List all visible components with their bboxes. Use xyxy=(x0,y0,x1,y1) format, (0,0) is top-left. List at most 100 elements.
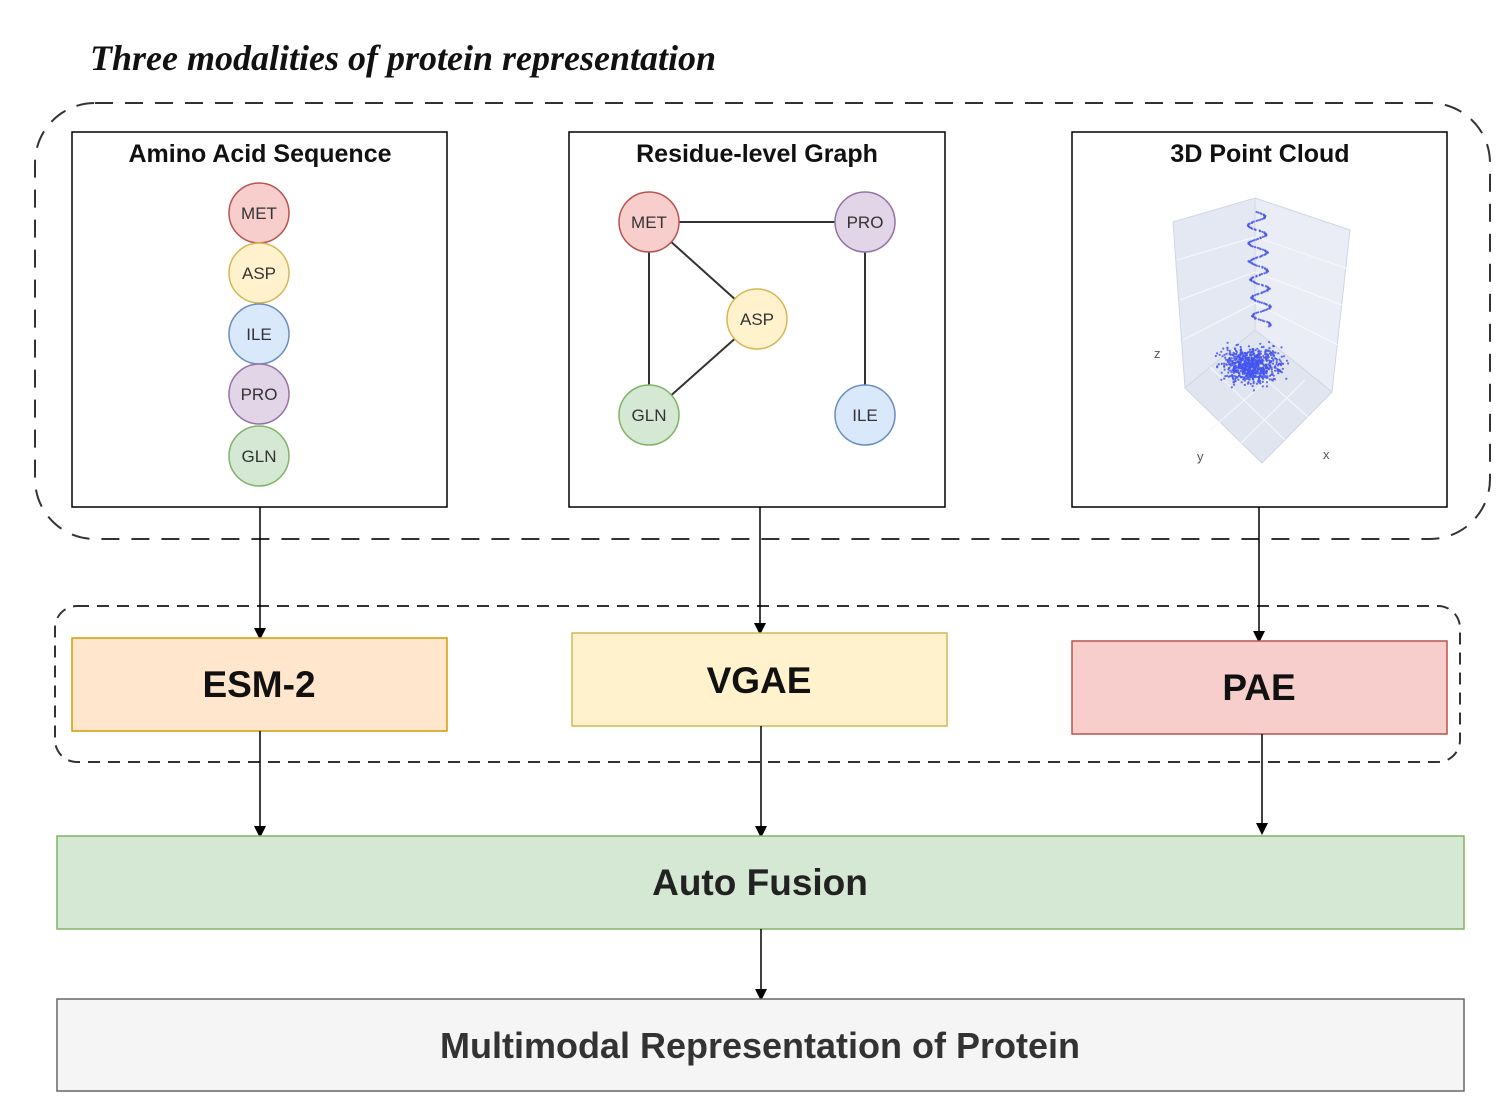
point xyxy=(1237,360,1240,363)
point xyxy=(1243,362,1247,365)
point xyxy=(1260,272,1264,276)
point xyxy=(1252,350,1255,353)
point xyxy=(1244,359,1247,362)
point xyxy=(1264,350,1267,354)
point xyxy=(1256,300,1259,303)
sequence-panel-title: Amino Acid Sequence xyxy=(128,140,391,168)
pae-label: PAE xyxy=(1222,667,1295,708)
point xyxy=(1277,368,1280,371)
seq-node-pro-label: PRO xyxy=(241,385,278,404)
point xyxy=(1249,382,1252,385)
point xyxy=(1248,362,1251,365)
point xyxy=(1224,375,1227,378)
graph-node-ile xyxy=(834,384,896,446)
point xyxy=(1259,255,1262,258)
point xyxy=(1270,368,1273,371)
point xyxy=(1226,360,1230,364)
point xyxy=(1274,366,1277,369)
point xyxy=(1258,265,1261,268)
point xyxy=(1261,361,1264,365)
point xyxy=(1278,358,1281,361)
point xyxy=(1250,279,1253,283)
point xyxy=(1239,370,1242,373)
point xyxy=(1239,345,1242,349)
point xyxy=(1254,372,1257,375)
plot-gridlines xyxy=(1176,236,1347,449)
point xyxy=(1263,369,1266,372)
encoders-group xyxy=(54,605,1461,763)
point xyxy=(1223,362,1226,365)
point xyxy=(1274,357,1277,360)
point xyxy=(1260,356,1263,359)
point xyxy=(1259,310,1262,313)
point xyxy=(1265,366,1268,370)
point xyxy=(1247,358,1250,361)
point xyxy=(1266,353,1269,356)
point xyxy=(1230,374,1234,377)
point xyxy=(1243,383,1246,386)
point xyxy=(1261,284,1264,287)
point xyxy=(1251,385,1254,388)
point xyxy=(1260,301,1263,304)
point xyxy=(1256,354,1259,357)
point xyxy=(1229,363,1232,366)
seq-node-asp xyxy=(228,242,290,304)
graph-node-pro-label: PRO xyxy=(847,213,884,232)
point xyxy=(1259,352,1262,355)
point xyxy=(1255,359,1258,362)
point xyxy=(1261,230,1264,233)
point xyxy=(1234,370,1238,373)
pointcloud-panel: 3D Point Cloud z y x xyxy=(1071,131,1448,508)
point xyxy=(1270,378,1273,381)
point xyxy=(1265,381,1268,384)
point xyxy=(1267,359,1270,362)
point xyxy=(1260,212,1263,215)
point xyxy=(1251,295,1254,299)
output-box xyxy=(56,998,1465,1092)
point xyxy=(1261,385,1264,388)
point xyxy=(1226,374,1229,377)
vgae-box xyxy=(571,632,948,727)
point xyxy=(1238,354,1242,357)
point xyxy=(1228,352,1231,356)
point xyxy=(1261,248,1265,251)
point xyxy=(1223,377,1226,380)
point xyxy=(1237,355,1240,358)
point xyxy=(1253,375,1256,378)
modalities-group xyxy=(34,102,1491,540)
point xyxy=(1246,382,1250,385)
point xyxy=(1259,248,1262,251)
point xyxy=(1254,228,1257,231)
point xyxy=(1259,374,1262,377)
point xyxy=(1270,361,1273,364)
point xyxy=(1263,272,1266,275)
point xyxy=(1251,353,1254,356)
point xyxy=(1264,364,1267,367)
point xyxy=(1251,315,1255,318)
point xyxy=(1257,219,1260,222)
point xyxy=(1263,235,1266,238)
point xyxy=(1225,358,1228,361)
diagram-title: Three modalities of protein representati… xyxy=(90,38,716,78)
point xyxy=(1258,274,1261,277)
point xyxy=(1277,364,1280,367)
point xyxy=(1245,377,1248,380)
point xyxy=(1261,217,1264,221)
seq-node-met-label: MET xyxy=(241,204,277,223)
point xyxy=(1255,219,1258,222)
point xyxy=(1265,271,1268,274)
point xyxy=(1265,308,1268,311)
point xyxy=(1249,352,1252,355)
point xyxy=(1275,363,1278,366)
point xyxy=(1279,360,1282,363)
point xyxy=(1234,359,1237,362)
point xyxy=(1266,375,1269,378)
point xyxy=(1262,363,1265,366)
graph-node-met xyxy=(618,191,680,253)
point xyxy=(1260,372,1263,375)
point xyxy=(1259,350,1262,353)
point xyxy=(1260,346,1263,349)
point xyxy=(1261,367,1264,370)
point xyxy=(1235,366,1238,369)
point xyxy=(1235,376,1238,379)
